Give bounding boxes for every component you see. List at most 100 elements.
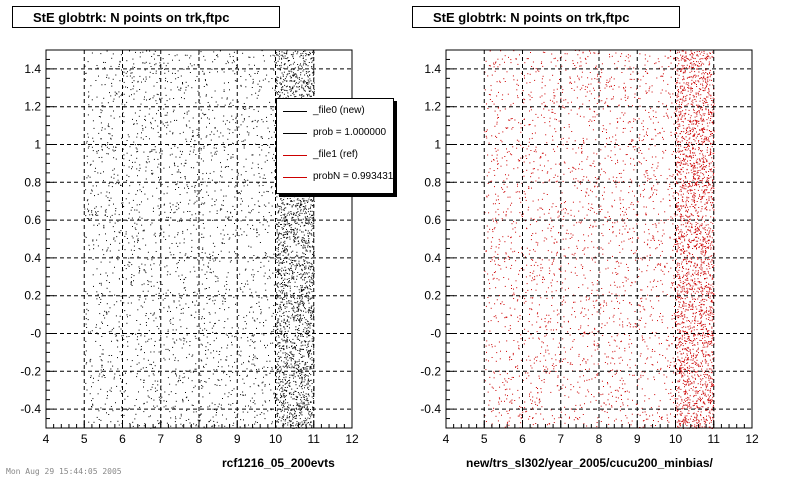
data-point bbox=[295, 314, 297, 316]
data-point bbox=[285, 354, 287, 356]
data-point bbox=[304, 273, 306, 275]
data-point bbox=[118, 183, 120, 185]
data-point bbox=[299, 205, 301, 207]
data-point bbox=[287, 254, 289, 256]
data-point bbox=[310, 349, 311, 351]
data-point bbox=[281, 57, 282, 59]
data-point bbox=[311, 91, 313, 93]
data-point bbox=[307, 86, 309, 88]
data-point bbox=[298, 330, 300, 331]
data-point bbox=[297, 64, 299, 65]
data-point bbox=[136, 223, 138, 225]
data-point bbox=[172, 317, 174, 319]
data-point bbox=[246, 234, 248, 236]
data-point bbox=[299, 200, 301, 201]
data-point bbox=[271, 421, 273, 423]
data-point bbox=[297, 295, 298, 297]
data-point bbox=[122, 148, 124, 150]
data-point bbox=[153, 263, 155, 265]
data-point bbox=[85, 382, 87, 384]
data-point bbox=[288, 278, 290, 279]
data-point bbox=[283, 372, 285, 374]
data-point bbox=[210, 152, 212, 154]
data-point bbox=[213, 325, 215, 327]
data-point bbox=[107, 153, 109, 155]
data-point bbox=[290, 392, 292, 394]
data-point bbox=[304, 364, 306, 366]
data-point bbox=[277, 320, 279, 322]
data-point bbox=[199, 102, 201, 104]
data-point bbox=[85, 363, 87, 365]
data-point bbox=[178, 89, 180, 91]
data-point bbox=[302, 402, 304, 404]
data-point bbox=[231, 341, 232, 343]
data-point bbox=[245, 283, 246, 285]
data-point bbox=[297, 350, 299, 351]
data-point bbox=[107, 102, 109, 104]
data-point bbox=[287, 203, 289, 205]
data-point bbox=[206, 185, 208, 187]
data-point bbox=[100, 359, 102, 361]
data-point bbox=[220, 170, 222, 172]
data-point bbox=[265, 155, 267, 157]
data-point bbox=[250, 306, 252, 308]
data-point bbox=[286, 320, 288, 322]
data-point bbox=[300, 273, 302, 275]
data-point bbox=[312, 407, 314, 409]
data-point bbox=[186, 54, 188, 56]
data-point bbox=[92, 137, 94, 139]
data-point bbox=[197, 64, 199, 66]
data-point bbox=[289, 80, 291, 82]
data-point bbox=[151, 275, 153, 277]
data-point bbox=[128, 336, 130, 337]
data-point bbox=[273, 326, 275, 327]
data-point bbox=[231, 344, 233, 346]
data-point bbox=[301, 285, 303, 287]
data-point bbox=[286, 338, 288, 340]
data-point bbox=[142, 306, 144, 308]
data-point bbox=[98, 304, 100, 305]
data-point bbox=[305, 254, 306, 255]
data-point bbox=[169, 411, 171, 413]
data-point bbox=[113, 98, 115, 100]
data-point bbox=[296, 286, 298, 288]
data-point bbox=[205, 381, 207, 383]
data-point bbox=[282, 219, 284, 221]
data-point bbox=[267, 191, 269, 193]
data-point bbox=[309, 334, 311, 336]
data-point bbox=[189, 341, 191, 342]
data-point bbox=[218, 319, 220, 321]
data-point bbox=[119, 315, 121, 317]
data-point bbox=[299, 339, 301, 341]
data-point bbox=[233, 296, 235, 298]
data-point bbox=[305, 221, 307, 223]
data-point bbox=[139, 406, 141, 408]
data-point bbox=[109, 250, 111, 252]
data-point bbox=[216, 130, 218, 132]
data-point bbox=[310, 414, 312, 416]
data-point bbox=[272, 157, 273, 159]
data-point bbox=[127, 134, 129, 136]
data-point bbox=[100, 407, 102, 409]
data-point bbox=[105, 272, 107, 274]
data-point bbox=[93, 224, 95, 226]
data-point bbox=[285, 194, 287, 196]
data-point bbox=[287, 356, 288, 358]
data-point bbox=[229, 53, 231, 55]
data-point bbox=[97, 193, 99, 195]
data-point bbox=[309, 54, 311, 56]
data-point bbox=[281, 233, 282, 235]
data-point bbox=[292, 86, 294, 88]
data-point bbox=[281, 217, 283, 219]
data-point bbox=[298, 405, 300, 407]
data-point bbox=[288, 258, 290, 260]
data-point bbox=[309, 372, 310, 374]
data-point bbox=[298, 202, 300, 204]
data-point bbox=[147, 290, 149, 292]
data-point bbox=[287, 316, 289, 318]
data-point bbox=[135, 147, 137, 149]
data-point bbox=[243, 109, 245, 110]
data-point bbox=[281, 62, 282, 64]
data-point bbox=[313, 251, 314, 253]
data-point bbox=[237, 158, 238, 160]
